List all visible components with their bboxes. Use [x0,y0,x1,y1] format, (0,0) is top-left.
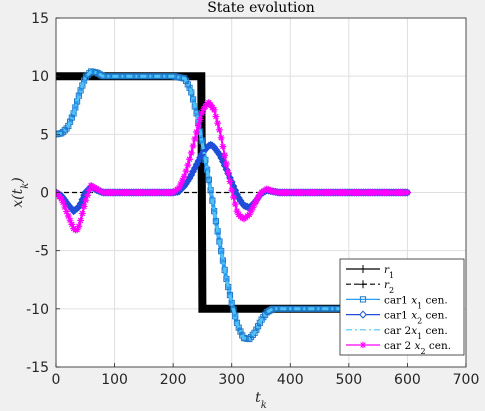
legend-label: car 2 x2 cen. [384,340,451,356]
legend-label: r2 [384,279,394,295]
legend-label: car1 x2 cen. [384,310,448,326]
x-tick-label: 500 [335,372,362,388]
legend-entry: car1 x1 cen. [346,294,448,310]
legend-marker [359,296,367,303]
legend-box [339,258,465,356]
y-tick-label: -15 [26,360,49,376]
y-tick-label: -5 [35,244,49,260]
chart-title: State evolution [207,0,315,16]
y-tick-label: 15 [31,11,49,27]
legend-label: car1 x1 cen. [384,294,448,310]
legend-entry: car 2 x2 cen. [346,340,451,356]
y-tick-label: 5 [40,127,49,143]
y-tick-label: 10 [31,69,49,85]
x-tick-label: 100 [101,372,128,388]
x-tick-label: 700 [453,372,480,388]
series-5 [56,69,408,341]
x-tick-label: 600 [394,372,421,388]
legend-marker [359,280,367,289]
legend-entry: r1 [346,264,394,280]
x-tick-label: 400 [277,372,304,388]
legend-entry: car1 x2 cen. [346,310,448,326]
legend-entry: r2 [346,279,394,295]
series-markers [56,99,411,234]
legend-label: r1 [384,264,394,280]
x-tick-label: 0 [52,372,61,388]
series-6 [56,99,411,234]
y-axis-label: x(tk) [10,177,31,208]
y-tick-label: 0 [40,186,49,202]
series-layer [56,68,412,343]
tick-labels: 0 100 200 300 400 500 600 700 -15 -10 -5 0 5 10 15 [26,11,479,388]
car2-x1-line [56,69,408,341]
x-tick-label: 300 [218,372,245,388]
legend-marker [359,265,367,273]
legend-marker [359,341,367,349]
x-tick-label: 200 [160,372,187,388]
y-tick-label: -10 [26,302,49,318]
legend-marker [359,310,367,319]
legend-entry: car 2x1 cen. [346,325,448,341]
legend-label: car 2x1 cen. [384,325,448,341]
x-axis-label: tk [255,390,267,411]
